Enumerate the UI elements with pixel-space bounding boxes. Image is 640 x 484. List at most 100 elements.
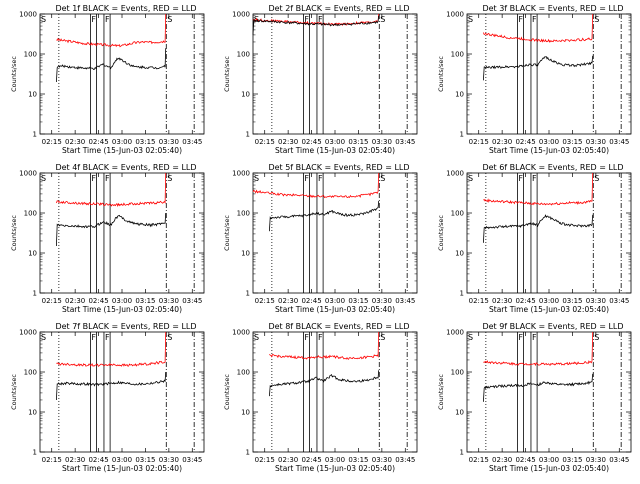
x-tick-label: 02:45 — [88, 138, 108, 146]
events-series-line — [252, 15, 380, 35]
marker-label: S — [41, 333, 46, 342]
lld-series-line — [269, 331, 380, 360]
chart-title: Det 8f BLACK = Events, RED = LLD — [268, 322, 409, 331]
plot-frame — [466, 172, 632, 294]
x-tick-label: 03:45 — [609, 456, 629, 464]
y-tick-label: 1 — [246, 449, 250, 457]
plot-frame — [39, 331, 205, 453]
chart-title: Det 5f BLACK = Events, RED = LLD — [268, 163, 409, 172]
lld-series-line — [56, 13, 167, 48]
x-tick-label: 03:15 — [348, 297, 368, 305]
marker-label: S — [594, 174, 599, 183]
x-tick-label: 02:45 — [515, 456, 535, 464]
events-series-line — [56, 371, 167, 401]
y-axis-label: Counts/sec — [10, 56, 18, 92]
y-tick-label: 1000 — [446, 11, 464, 19]
events-series-line — [483, 55, 594, 81]
events-series-line — [56, 48, 167, 83]
chart-title: Det 2f BLACK = Events, RED = LLD — [268, 4, 409, 13]
x-tick-label: 03:45 — [182, 297, 202, 305]
chart-panel-6: Det 6f BLACK = Events, RED = LLD 1 10 100 10… — [437, 163, 632, 314]
plot-frame — [252, 172, 418, 294]
x-tick-label: 02:30 — [278, 138, 298, 146]
events-series-line — [269, 200, 380, 232]
x-tick-label: 03:45 — [395, 456, 415, 464]
y-tick-label: 1 — [460, 449, 464, 457]
x-tick-label: 02:45 — [515, 297, 535, 305]
lld-series-line — [56, 172, 167, 208]
x-tick-label: 03:00 — [325, 138, 345, 146]
lld-series-line — [483, 13, 594, 43]
marker-label: S — [254, 333, 259, 342]
y-tick-label: 1000 — [446, 329, 464, 337]
x-tick-label: 02:30 — [492, 138, 512, 146]
x-tick-label: 02:30 — [278, 456, 298, 464]
x-tick-label: 03:30 — [586, 138, 606, 146]
y-tick-label: 10 — [28, 409, 37, 417]
chart-title: Det 9f BLACK = Events, RED = LLD — [482, 322, 623, 331]
x-tick-label: 03:15 — [135, 297, 155, 305]
x-axis-label: Start Time (15-Jun-03 02:05:40) — [275, 464, 395, 473]
x-tick-label: 03:45 — [182, 138, 202, 146]
y-tick-label: 10 — [455, 409, 464, 417]
x-tick-label: 02:30 — [65, 456, 85, 464]
y-tick-label: 1 — [460, 290, 464, 298]
x-tick-label: 03:00 — [539, 456, 559, 464]
x-tick-label: 02:15 — [255, 297, 275, 305]
x-tick-label: 03:00 — [112, 138, 132, 146]
y-tick-label: 10 — [241, 409, 250, 417]
y-axis-label: Counts/sec — [223, 56, 231, 92]
marker-label: S — [594, 333, 599, 342]
x-tick-label: 02:30 — [492, 456, 512, 464]
marker-label: F — [518, 174, 523, 183]
y-tick-label: 1000 — [19, 170, 37, 178]
y-tick-label: 1000 — [232, 11, 250, 19]
marker-label: S — [167, 174, 172, 183]
marker-label: F — [532, 174, 537, 183]
y-tick-label: 100 — [451, 210, 464, 218]
y-tick-label: 10 — [241, 250, 250, 258]
marker-label: S — [167, 333, 172, 342]
x-tick-label: 03:15 — [135, 456, 155, 464]
y-tick-label: 100 — [237, 210, 250, 218]
y-axis-label: Counts/sec — [10, 215, 18, 251]
marker-label: S — [167, 15, 172, 24]
x-tick-label: 03:45 — [609, 297, 629, 305]
marker-label: F — [318, 333, 323, 342]
marker-label: S — [380, 174, 385, 183]
events-series-line — [483, 214, 594, 243]
marker-label: F — [318, 15, 323, 24]
x-tick-label: 03:15 — [348, 138, 368, 146]
y-tick-label: 100 — [24, 369, 37, 377]
y-tick-label: 100 — [237, 369, 250, 377]
x-axis-label: Start Time (15-Jun-03 02:05:40) — [275, 305, 395, 314]
y-tick-label: 1 — [33, 131, 37, 139]
y-axis-label: Counts/sec — [223, 215, 231, 251]
x-tick-label: 03:45 — [182, 456, 202, 464]
y-tick-label: 100 — [451, 51, 464, 59]
y-tick-label: 10 — [28, 91, 37, 99]
x-tick-label: 03:30 — [372, 456, 392, 464]
x-tick-label: 03:00 — [539, 138, 559, 146]
x-tick-label: 03:00 — [539, 297, 559, 305]
chart-title: Det 6f BLACK = Events, RED = LLD — [482, 163, 623, 172]
x-tick-label: 02:30 — [492, 297, 512, 305]
marker-label: S — [254, 174, 259, 183]
y-tick-label: 1000 — [232, 329, 250, 337]
events-series-line — [56, 212, 167, 247]
x-tick-label: 02:45 — [88, 297, 108, 305]
x-tick-label: 02:45 — [515, 138, 535, 146]
x-axis-label: Start Time (15-Jun-03 02:05:40) — [489, 146, 609, 155]
y-tick-label: 1 — [33, 290, 37, 298]
plot-frame — [39, 172, 205, 294]
chart-panel-8: Det 8f BLACK = Events, RED = LLD 1 10 100 10… — [223, 322, 418, 473]
chart-title: Det 3f BLACK = Events, RED = LLD — [482, 4, 623, 13]
plot-frame — [466, 331, 632, 453]
marker-label: F — [518, 333, 523, 342]
x-tick-label: 03:15 — [562, 456, 582, 464]
marker-label: S — [380, 333, 385, 342]
chart-panel-3: Det 3f BLACK = Events, RED = LLD 1 10 100 10… — [437, 4, 632, 155]
marker-label: F — [532, 15, 537, 24]
